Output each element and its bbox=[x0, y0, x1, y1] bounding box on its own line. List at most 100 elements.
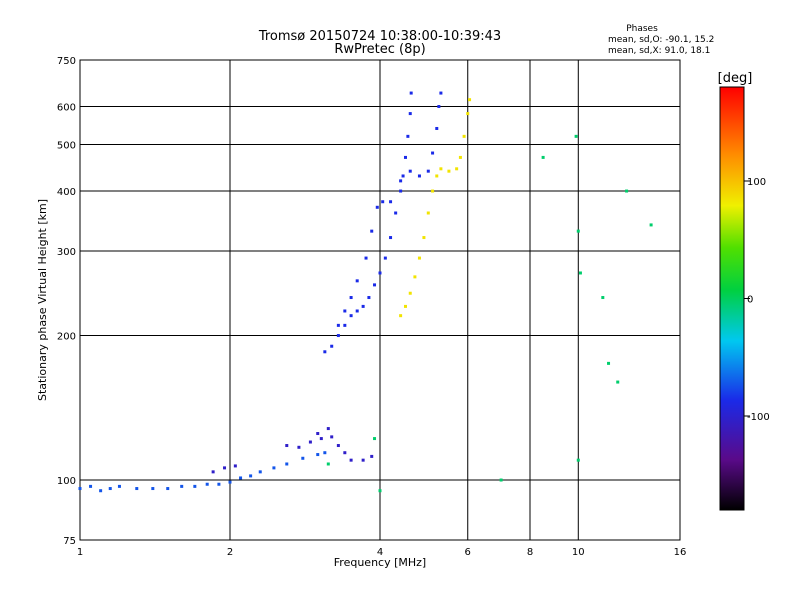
data-point bbox=[373, 437, 377, 441]
data-point bbox=[625, 189, 629, 193]
x-tick-label: 10 bbox=[572, 547, 585, 558]
data-point bbox=[330, 435, 334, 439]
data-point bbox=[258, 470, 262, 474]
data-point bbox=[361, 458, 365, 462]
data-point bbox=[343, 323, 347, 327]
data-point bbox=[205, 482, 209, 486]
data-point bbox=[578, 271, 582, 275]
colorbar-tick-label: -100 bbox=[747, 412, 770, 423]
data-point bbox=[316, 453, 320, 457]
data-point bbox=[349, 458, 353, 462]
data-point bbox=[326, 427, 330, 431]
data-point bbox=[355, 279, 359, 283]
chart-title: Tromsø 20150724 10:38:00-10:39:43 bbox=[258, 29, 501, 44]
colorbar-tick-label: 100 bbox=[747, 177, 766, 188]
y-tick-label: 100 bbox=[57, 476, 76, 487]
data-point bbox=[435, 174, 439, 178]
colorbar-tick-label: 0 bbox=[747, 295, 753, 306]
data-point bbox=[435, 126, 439, 130]
data-point bbox=[403, 155, 407, 159]
data-point bbox=[349, 296, 353, 300]
data-point bbox=[336, 444, 340, 448]
data-point bbox=[364, 256, 368, 260]
data-point bbox=[99, 489, 103, 493]
data-point bbox=[330, 344, 334, 348]
data-point bbox=[462, 134, 466, 138]
data-point bbox=[399, 179, 403, 183]
data-point bbox=[233, 464, 237, 468]
data-point bbox=[217, 482, 221, 486]
data-point bbox=[361, 304, 365, 308]
data-point bbox=[381, 200, 385, 204]
data-point bbox=[431, 151, 435, 155]
data-point bbox=[389, 236, 393, 240]
data-point bbox=[117, 484, 121, 488]
data-point bbox=[426, 211, 430, 215]
data-point bbox=[343, 309, 347, 313]
data-point bbox=[383, 256, 387, 260]
phases-heading: Phases bbox=[626, 24, 658, 34]
data-point bbox=[426, 169, 430, 173]
x-tick-label: 8 bbox=[527, 547, 533, 558]
data-point bbox=[326, 462, 330, 466]
data-point bbox=[455, 167, 459, 171]
data-point bbox=[574, 134, 578, 138]
data-point bbox=[135, 487, 139, 491]
data-point bbox=[249, 474, 253, 478]
data-point bbox=[541, 155, 545, 159]
data-point bbox=[406, 134, 410, 138]
data-point bbox=[403, 304, 407, 308]
data-point bbox=[336, 334, 340, 338]
data-point bbox=[193, 484, 197, 488]
data-point bbox=[408, 112, 412, 116]
data-point bbox=[301, 456, 305, 460]
data-point bbox=[355, 309, 359, 313]
data-point bbox=[308, 440, 312, 444]
data-point bbox=[408, 169, 412, 173]
colorbar-label: [deg] bbox=[718, 71, 753, 86]
data-point bbox=[401, 174, 405, 178]
data-point bbox=[409, 91, 413, 95]
data-point bbox=[422, 236, 426, 240]
data-point bbox=[151, 487, 155, 491]
data-point bbox=[319, 437, 323, 441]
chart-subtitle: RwPretec (8p) bbox=[334, 42, 425, 57]
data-point bbox=[408, 291, 412, 295]
data-point bbox=[349, 314, 353, 318]
y-tick-label: 300 bbox=[57, 247, 76, 258]
x-axis-label: Frequency [MHz] bbox=[334, 556, 426, 569]
data-point bbox=[370, 454, 374, 458]
data-points bbox=[78, 91, 653, 493]
data-point bbox=[316, 432, 320, 436]
data-point bbox=[108, 487, 112, 491]
data-point bbox=[272, 466, 276, 470]
data-point bbox=[439, 91, 443, 95]
x-tick-label: 1 bbox=[77, 547, 83, 558]
y-tick-label: 75 bbox=[63, 536, 76, 547]
data-point bbox=[389, 200, 393, 204]
data-point bbox=[343, 451, 347, 455]
data-point bbox=[649, 223, 653, 227]
data-point bbox=[437, 105, 441, 109]
data-point bbox=[336, 323, 340, 327]
data-point bbox=[601, 296, 605, 300]
data-point bbox=[223, 466, 227, 470]
data-point bbox=[413, 275, 417, 279]
data-point bbox=[431, 189, 435, 193]
x-tick-label: 2 bbox=[227, 547, 233, 558]
colorbar bbox=[719, 86, 745, 511]
y-tick-label: 750 bbox=[57, 56, 76, 67]
tick-labels: 1 2 4 6 8 10 16 75 100 200 300 400 500 600 750 bbox=[57, 56, 686, 558]
data-point bbox=[576, 229, 580, 233]
x-tick-label: 16 bbox=[674, 547, 687, 558]
data-point bbox=[373, 283, 377, 287]
data-point bbox=[499, 478, 503, 482]
x-tick-label: 4 bbox=[377, 547, 383, 558]
data-point bbox=[417, 174, 421, 178]
data-point bbox=[616, 380, 620, 384]
data-point bbox=[439, 167, 443, 171]
data-point bbox=[285, 462, 289, 466]
data-point bbox=[447, 169, 451, 173]
data-point bbox=[417, 256, 421, 260]
